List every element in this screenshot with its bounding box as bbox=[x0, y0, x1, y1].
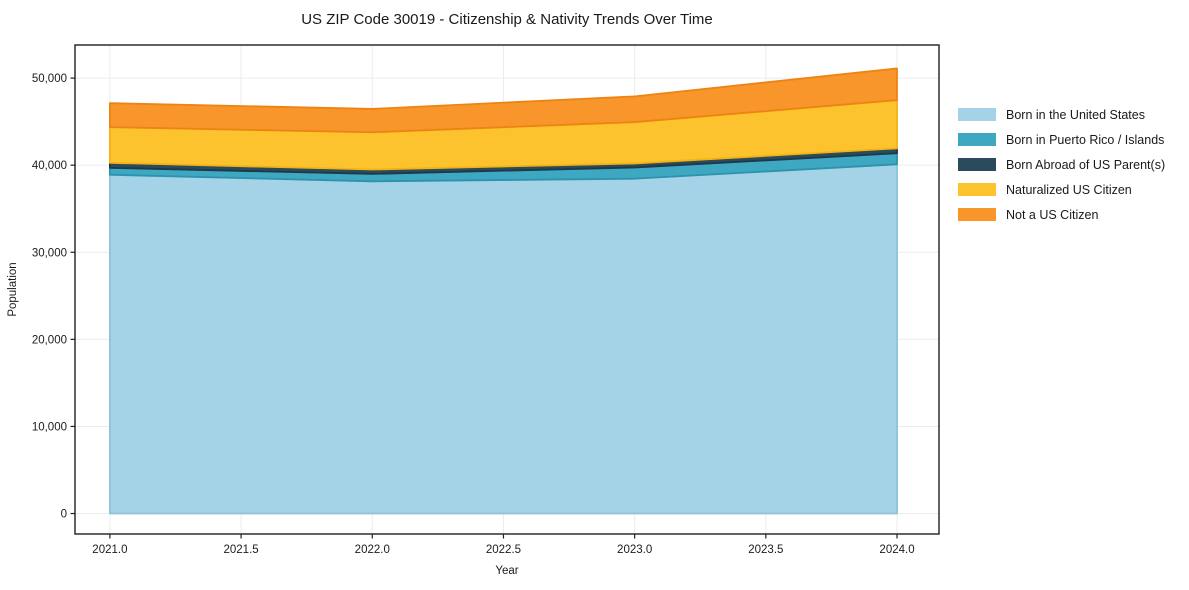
y-tick-label: 0 bbox=[61, 509, 67, 521]
x-tick-label: 2024.0 bbox=[879, 544, 914, 556]
y-tick-label: 20,000 bbox=[32, 334, 67, 346]
x-tick-label: 2023.0 bbox=[617, 544, 652, 556]
x-tick-label: 2023.5 bbox=[748, 544, 783, 556]
legend-item-not-a-us-citizen: Not a US Citizen bbox=[958, 202, 1165, 227]
legend-label: Not a US Citizen bbox=[1006, 207, 1099, 222]
legend-swatch bbox=[958, 133, 996, 146]
x-tick-label: 2021.0 bbox=[92, 544, 127, 556]
y-tick-label: 10,000 bbox=[32, 421, 67, 433]
legend-label: Born in Puerto Rico / Islands bbox=[1006, 132, 1165, 147]
legend-item-born-abroad-of-us-parent-s: Born Abroad of US Parent(s) bbox=[958, 152, 1165, 177]
area-layer bbox=[108, 67, 898, 515]
legend-swatch bbox=[958, 158, 996, 171]
legend-item-naturalized-us-citizen: Naturalized US Citizen bbox=[958, 177, 1165, 202]
legend-label: Born Abroad of US Parent(s) bbox=[1006, 157, 1166, 172]
y-tick-label: 30,000 bbox=[32, 247, 67, 259]
y-tick-label: 40,000 bbox=[32, 160, 67, 172]
tick-layer: 2021.0 2021.5 2022.0 2022.5 2023.0 2023.5 2024… bbox=[32, 73, 915, 556]
y-axis-label: Population bbox=[7, 262, 19, 316]
legend-item-born-in-the-united-states: Born in the United States bbox=[958, 102, 1165, 127]
x-tick-label: 2022.0 bbox=[355, 544, 390, 556]
x-tick-label: 2022.5 bbox=[486, 544, 521, 556]
chart-title: US ZIP Code 30019 - Citizenship & Nativi… bbox=[301, 11, 713, 28]
plot-frame bbox=[74, 44, 940, 535]
y-tick-label: 50,000 bbox=[32, 73, 67, 85]
legend-swatch bbox=[958, 183, 996, 196]
legend-label: Naturalized US Citizen bbox=[1006, 182, 1132, 197]
area-born-in-the-united-states bbox=[108, 163, 898, 515]
area-not-a-us-citizen bbox=[108, 67, 898, 134]
x-axis-label: Year bbox=[495, 565, 518, 577]
legend-label: Born in the United States bbox=[1006, 107, 1145, 122]
legend-item-born-in-puerto-rico-islands: Born in Puerto Rico / Islands bbox=[958, 127, 1165, 152]
legend-swatch bbox=[958, 208, 996, 221]
legend: Born in the United States Born in Puerto … bbox=[958, 102, 1166, 227]
legend-swatch bbox=[958, 108, 996, 121]
x-tick-label: 2021.5 bbox=[223, 544, 258, 556]
